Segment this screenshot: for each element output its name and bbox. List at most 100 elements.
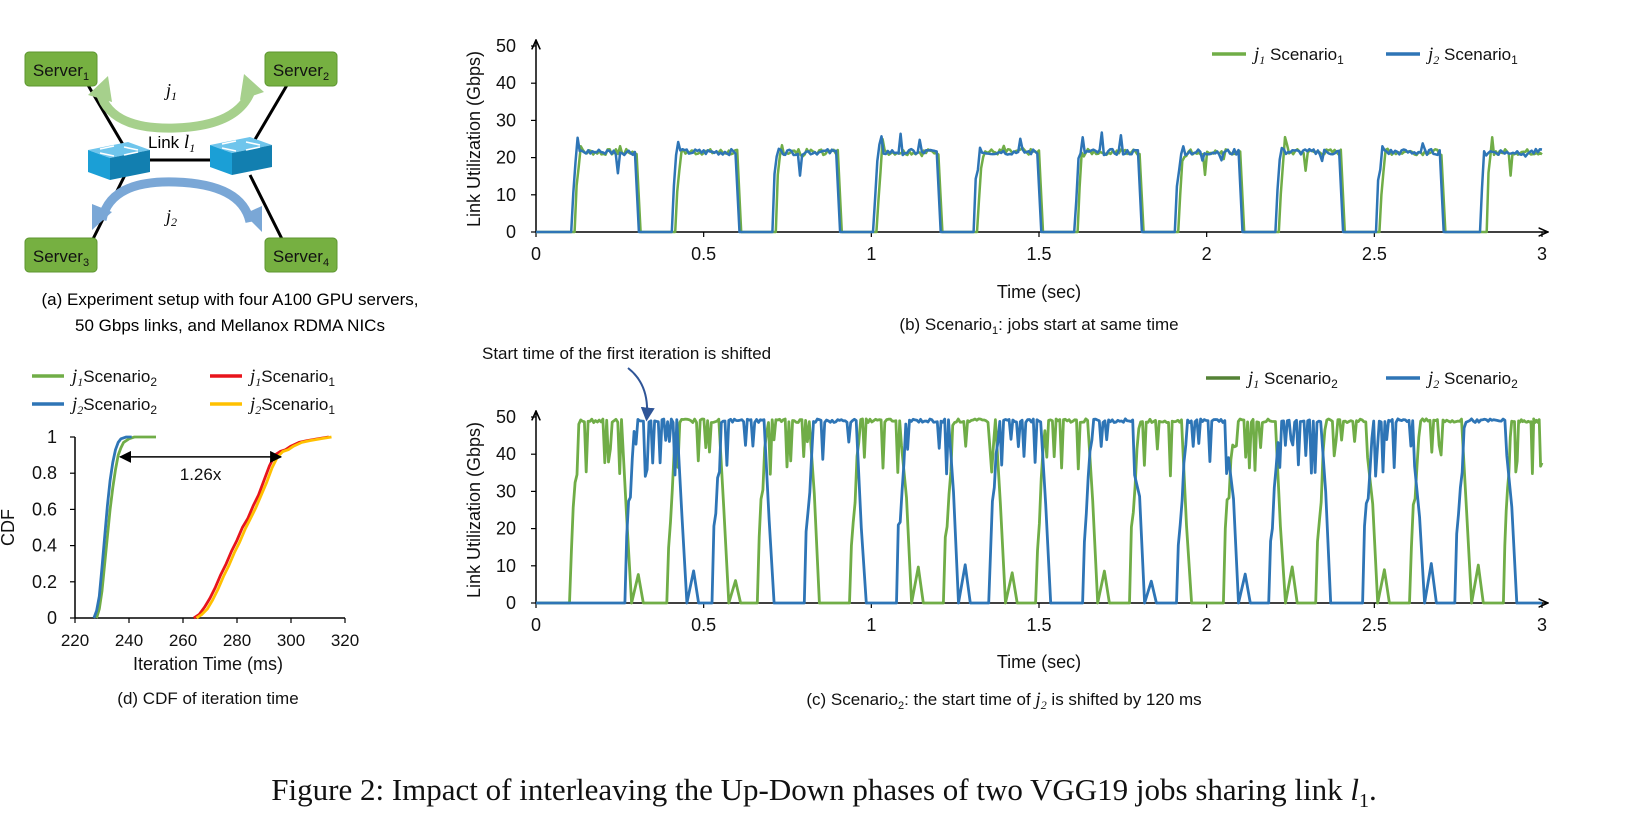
- b-x-tick-label: 1.5: [1026, 244, 1051, 264]
- d-x-tick-label: 320: [331, 631, 359, 650]
- d-y-tick-label: 0.4: [32, 536, 57, 556]
- server-2-label: Server: [273, 61, 323, 80]
- figure-caption: Figure 2: Impact of interleaving the Up-…: [0, 772, 1648, 813]
- d-legend-label: j2Scenario2: [69, 394, 157, 417]
- b-caption: (b) Scenario1: jobs start at same time: [899, 315, 1178, 337]
- job2-flow-arrow: [97, 177, 255, 224]
- c-y-tick-label: 0: [506, 593, 516, 613]
- b-legend-label: j2 Scenario1: [1425, 44, 1518, 67]
- c-x-tick-label: 2: [1202, 615, 1212, 635]
- server-3-label: Server: [33, 247, 83, 266]
- server-1-label: Server: [33, 61, 83, 80]
- c-y-tick-label: 30: [496, 481, 516, 501]
- c-x-tick-label: 0.5: [691, 615, 716, 635]
- d-y-tick-label: 0.2: [32, 572, 57, 592]
- d-x-tick-label: 260: [169, 631, 197, 650]
- server-3-sub: 3: [83, 257, 89, 269]
- c-annotation-arrow: [627, 367, 655, 422]
- link-l1-label: Link l1: [148, 132, 195, 155]
- server-2-box: Server2: [264, 51, 338, 87]
- c-legend-label: j1 Scenario2: [1245, 368, 1338, 391]
- c-caption: (c) Scenario2: the start time of j2 is s…: [806, 689, 1201, 712]
- server-4-box: Server4: [264, 237, 338, 273]
- link-server2-switch: [248, 79, 292, 149]
- d-y-tick-label: 0: [47, 608, 57, 628]
- chart-d-cdf-iteration-time: 220 240 260 280 300 320 0 0.2 0.4 0.6 0.8 1 Iteratio…: [0, 366, 359, 708]
- job1-label: j1: [164, 80, 177, 103]
- c-y-axis-label: Link Utilization (Gbps): [464, 422, 484, 598]
- figure-caption-link-var: l: [1350, 772, 1359, 807]
- b-x-tick-label: 2: [1202, 244, 1212, 264]
- panel-a-caption-line2: 50 Gbps links, and Mellanox RDMA NICs: [75, 316, 385, 335]
- server-2-sub: 2: [323, 71, 329, 83]
- figure-caption-link-sub: 1: [1358, 790, 1369, 813]
- c-series-line-1: [536, 417, 1544, 605]
- d-x-tick-label: 280: [223, 631, 251, 650]
- d-legend-label: j1Scenario1: [247, 366, 335, 389]
- d-series-line-2: [92, 435, 132, 619]
- link-server1-switch: [83, 79, 127, 149]
- job2-arrowhead-right: [244, 206, 262, 232]
- b-x-tick-label: 0.5: [691, 244, 716, 264]
- panel-a-caption-line1: (a) Experiment setup with four A100 GPU …: [42, 290, 419, 309]
- svg-text:Server4: Server4: [273, 247, 329, 269]
- c-x-tick-label: 3: [1537, 615, 1547, 635]
- b-y-tick-label: 40: [496, 73, 516, 93]
- d-x-tick-label: 300: [277, 631, 305, 650]
- b-legend-label: j1 Scenario1: [1251, 44, 1344, 67]
- figure-caption-prefix: Figure 2: Impact of interleaving the Up-…: [271, 772, 1351, 807]
- d-caption: (d) CDF of iteration time: [117, 689, 298, 708]
- d-y-tick-label: 0.6: [32, 499, 57, 519]
- svg-text:Server1: Server1: [33, 61, 89, 83]
- d-x-tick-label: 240: [115, 631, 143, 650]
- c-x-tick-label: 1.5: [1026, 615, 1051, 635]
- b-x-tick-label: 3: [1537, 244, 1547, 264]
- b-x-tick-label: 1: [866, 244, 876, 264]
- server-3-box: Server3: [24, 237, 98, 273]
- b-series-line-2: [536, 131, 1543, 234]
- d-series-line-4: [195, 435, 332, 620]
- b-y-tick-label: 10: [496, 185, 516, 205]
- c-annotation-text: Start time of the first iteration is shi…: [482, 344, 771, 363]
- server-1-box: Server1: [24, 51, 98, 87]
- b-x-tick-label: 2.5: [1362, 244, 1387, 264]
- switch-right-icon: [210, 137, 272, 175]
- server-4-label: Server: [273, 247, 323, 266]
- topology-diagram: Server1 Server2 Server3 Server4 j1 j2 Li…: [24, 51, 419, 335]
- c-y-tick-label: 10: [496, 556, 516, 576]
- server-1-sub: 1: [83, 71, 89, 83]
- b-x-axis-label: Time (sec): [997, 282, 1081, 302]
- d-y-tick-label: 0.8: [32, 463, 57, 483]
- figure-caption-suffix: .: [1368, 772, 1377, 807]
- b-y-tick-label: 30: [496, 110, 516, 130]
- d-legend-label: j1Scenario2: [69, 366, 157, 389]
- b-x-tick-label: 0: [531, 244, 541, 264]
- svg-text:Server2: Server2: [273, 61, 329, 83]
- switch-left-icon: [88, 142, 150, 180]
- b-y-tick-label: 0: [506, 222, 516, 242]
- d-annotation-text: 1.26x: [180, 465, 222, 484]
- c-y-tick-label: 40: [496, 444, 516, 464]
- d-y-tick-label: 1: [47, 427, 57, 447]
- c-y-tick-label: 50: [496, 407, 516, 427]
- d-y-axis-label: CDF: [0, 509, 18, 546]
- job1-arrowhead-right: [240, 74, 264, 100]
- job1-flow-arrow: [95, 86, 257, 133]
- job2-label: j2: [164, 206, 177, 229]
- d-series-line-1: [95, 435, 156, 619]
- job1-arrowhead-left: [88, 76, 112, 102]
- c-legend-label: j2 Scenario2: [1425, 368, 1518, 391]
- c-x-tick-label: 0: [531, 615, 541, 635]
- d-x-axis-label: Iteration Time (ms): [133, 654, 283, 674]
- d-x-tick-label: 220: [61, 631, 89, 650]
- server-4-sub: 4: [323, 257, 329, 269]
- c-series-line-2: [536, 417, 1542, 605]
- job2-arrowhead-left: [92, 204, 112, 230]
- c-x-axis-label: Time (sec): [997, 652, 1081, 672]
- b-y-tick-label: 50: [496, 36, 516, 56]
- b-y-axis-label: Link Utilization (Gbps): [464, 51, 484, 227]
- c-y-tick-label: 20: [496, 519, 516, 539]
